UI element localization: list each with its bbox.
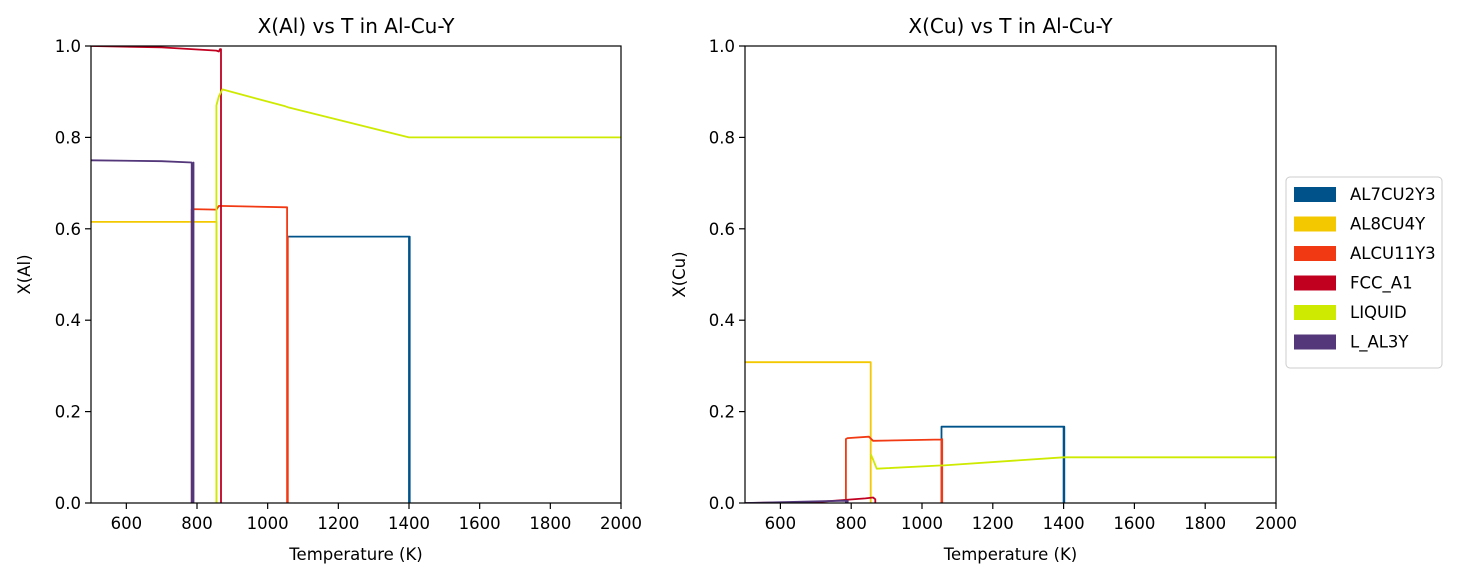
series-line-al7cu2y3 xyxy=(287,235,411,503)
y-tick-label: 1.0 xyxy=(709,37,735,56)
legend-swatch xyxy=(1294,246,1336,261)
y-axis-ticks: 0.0 0.2 0.4 0.6 0.8 1.0 xyxy=(55,37,91,513)
series-line-liquid xyxy=(215,88,621,503)
legend-item: FCC_A1 xyxy=(1294,274,1413,294)
x-tick-label: 1000 xyxy=(247,514,289,533)
chart-xcu-vs-temperature: X(Cu) vs T in Al-Cu-Y 600 800 1000 1200 1400… xyxy=(670,14,1297,564)
legend: AL7CU2Y3 AL8CU4Y ALCU11Y3 FCC_A1 LIQUID L_AL3… xyxy=(1285,176,1443,369)
y-tick-label: 0.2 xyxy=(709,403,735,422)
legend-label: FCC_A1 xyxy=(1350,274,1413,294)
series-line-l-al3y xyxy=(91,159,195,503)
y-tick-label: 0.2 xyxy=(55,403,81,422)
x-tick-label: 2000 xyxy=(1255,514,1297,533)
y-tick-label: 0.8 xyxy=(709,128,735,147)
legend-swatch xyxy=(1294,187,1336,202)
legend-item: L_AL3Y xyxy=(1294,333,1409,353)
series-layer xyxy=(91,46,621,503)
y-tick-label: 0.4 xyxy=(709,311,735,330)
series-line-fcc-a1 xyxy=(91,46,222,503)
legend-swatch xyxy=(1294,216,1336,232)
x-tick-label: 1400 xyxy=(1043,514,1085,533)
x-axis-ticks: 600 800 1000 1200 1400 1600 1800 2000 xyxy=(765,503,1297,533)
y-tick-label: 0.6 xyxy=(709,220,735,239)
y-tick-label: 0.8 xyxy=(55,128,81,147)
series-layer xyxy=(745,361,1276,503)
y-tick-label: 0.0 xyxy=(55,494,81,513)
x-tick-label: 1400 xyxy=(388,514,430,533)
x-tick-label: 2000 xyxy=(600,514,642,533)
y-tick-label: 0.4 xyxy=(55,311,81,330)
x-tick-label: 1800 xyxy=(1184,514,1226,533)
series-line-alcu11y3 xyxy=(190,205,289,503)
x-tick-label: 1800 xyxy=(529,514,571,533)
y-tick-label: 0.6 xyxy=(55,220,81,239)
x-axis-ticks: 600 800 1000 1200 1400 1600 1800 2000 xyxy=(111,503,642,533)
x-tick-label: 1000 xyxy=(901,514,943,533)
x-axis-label: Temperature (K) xyxy=(288,545,422,564)
chart-xal-vs-temperature: X(Al) vs T in Al-Cu-Y 600 800 1000 1200 1400… xyxy=(15,14,642,564)
legend-label: ALCU11Y3 xyxy=(1350,244,1436,263)
legend-item: AL8CU4Y xyxy=(1294,215,1426,234)
y-axis-ticks: 0.0 0.2 0.4 0.6 0.8 1.0 xyxy=(709,37,745,513)
y-tick-label: 0.0 xyxy=(709,494,735,513)
chart-title: X(Al) vs T in Al-Cu-Y xyxy=(258,14,456,38)
legend-item: AL7CU2Y3 xyxy=(1294,185,1436,204)
x-tick-label: 1600 xyxy=(1113,514,1155,533)
legend-items: AL7CU2Y3 AL8CU4Y ALCU11Y3 FCC_A1 LIQUID L_AL3… xyxy=(1294,185,1436,353)
legend-swatch xyxy=(1294,305,1336,320)
x-tick-label: 1200 xyxy=(972,514,1014,533)
y-axis-label: X(Al) xyxy=(15,254,34,294)
legend-item: LIQUID xyxy=(1294,303,1407,322)
chart-title: X(Cu) vs T in Al-Cu-Y xyxy=(908,14,1113,38)
series-line-al8cu4y xyxy=(91,221,218,503)
y-axis-label: X(Cu) xyxy=(670,251,689,297)
y-tick-label: 1.0 xyxy=(55,37,81,56)
series-line-liquid xyxy=(869,453,1276,470)
legend-label: LIQUID xyxy=(1350,303,1407,322)
x-tick-label: 1200 xyxy=(317,514,359,533)
legend-label: AL8CU4Y xyxy=(1350,215,1426,234)
x-tick-label: 600 xyxy=(765,514,797,533)
series-line-alcu11y3 xyxy=(845,435,944,503)
legend-label: L_AL3Y xyxy=(1350,333,1409,353)
series-line-al8cu4y xyxy=(745,361,872,503)
legend-swatch xyxy=(1294,275,1336,291)
legend-item: ALCU11Y3 xyxy=(1294,244,1436,263)
plot-frame xyxy=(744,45,1277,504)
x-tick-label: 1600 xyxy=(459,514,501,533)
x-tick-label: 800 xyxy=(835,514,867,533)
x-tick-label: 800 xyxy=(181,514,213,533)
series-line-l-al3y xyxy=(745,499,849,503)
plot-frame xyxy=(90,45,622,504)
x-tick-label: 600 xyxy=(111,514,143,533)
x-axis-label: Temperature (K) xyxy=(943,545,1077,564)
legend-swatch xyxy=(1294,334,1336,350)
legend-label: AL7CU2Y3 xyxy=(1350,185,1436,204)
